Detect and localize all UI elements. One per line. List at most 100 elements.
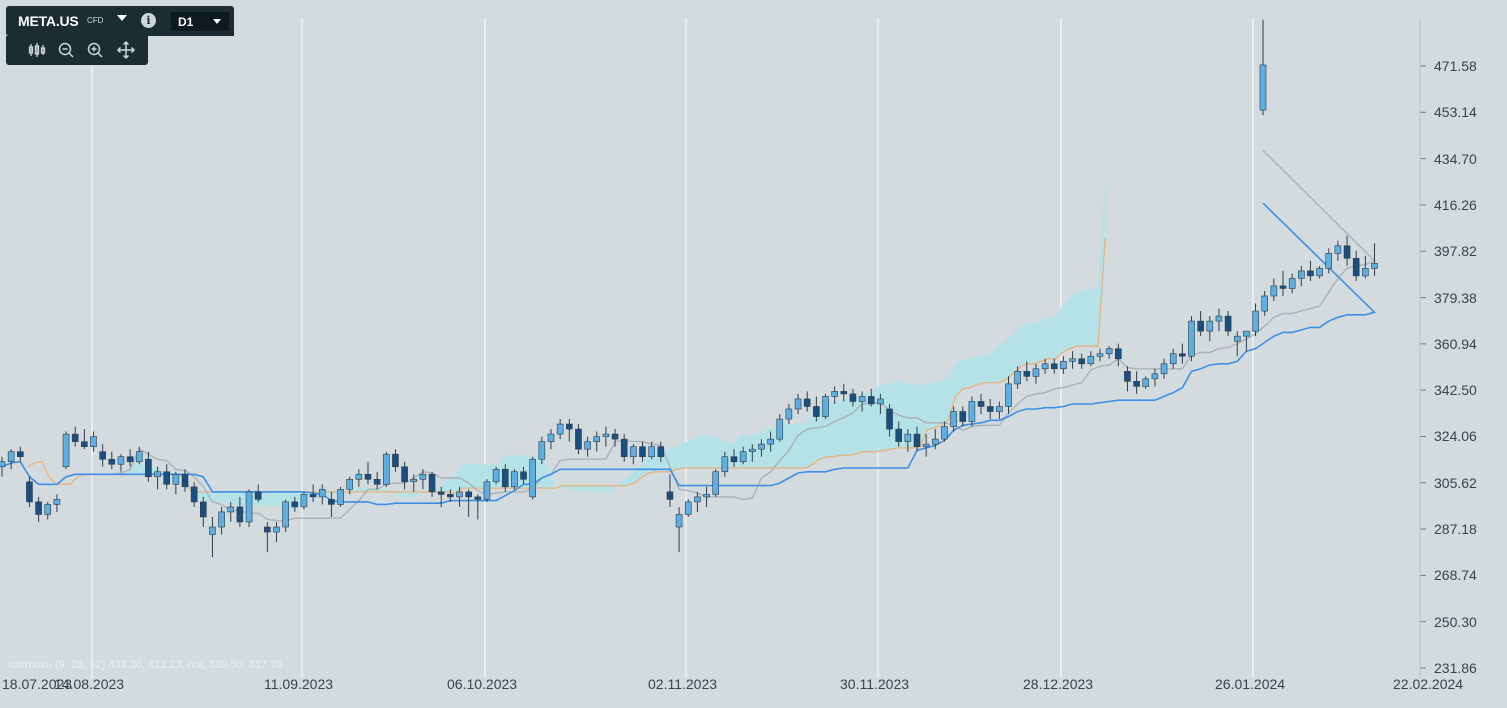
move-icon[interactable] <box>115 40 137 60</box>
candle <box>364 461 372 485</box>
candle-body <box>1115 348 1122 360</box>
candle-body <box>1133 381 1140 387</box>
x-tick-label: 11.09.2023 <box>264 676 334 692</box>
candle-body <box>254 491 262 500</box>
candle-body <box>584 441 591 450</box>
candle-body <box>547 433 555 442</box>
y-tick-label: 342.50 <box>1434 382 1477 399</box>
candle-body <box>803 398 811 407</box>
candle-body <box>730 456 738 463</box>
chart-tools-toolbar <box>6 36 148 65</box>
candle <box>922 434 930 457</box>
info-icon[interactable]: i <box>141 13 156 28</box>
candle <box>730 449 738 467</box>
candle <box>1096 348 1104 362</box>
candle <box>840 383 848 402</box>
candle <box>813 396 820 422</box>
candle-body <box>1316 268 1323 277</box>
candle-body <box>1334 245 1342 254</box>
y-tick-label: 324.06 <box>1434 428 1477 445</box>
candle <box>529 456 537 500</box>
candle <box>748 444 756 462</box>
candle <box>447 489 454 502</box>
candle-body <box>1371 263 1378 269</box>
y-tick-label: 453.14 <box>1434 104 1477 121</box>
candle-body <box>300 494 308 508</box>
x-tick-label: 30.11.2023 <box>840 676 910 692</box>
candle <box>172 471 180 495</box>
candle <box>1014 366 1021 389</box>
candle-body <box>593 436 601 442</box>
candle-body <box>1169 353 1177 365</box>
candle <box>200 496 207 528</box>
candle <box>1151 368 1159 387</box>
candle-body <box>273 526 280 533</box>
candle-body <box>1325 252 1333 269</box>
candle <box>264 521 271 553</box>
candle <box>90 431 97 452</box>
symbol-dropdown-icon[interactable] <box>117 15 127 21</box>
x-tick-label: 26.01.2024 <box>1215 676 1286 692</box>
candle-body <box>53 499 61 505</box>
candle <box>62 431 70 470</box>
candle-body <box>1087 355 1095 365</box>
candle-body <box>529 458 537 498</box>
candle-body <box>703 494 710 498</box>
candle-body <box>1261 295 1268 312</box>
candle <box>492 466 500 485</box>
candle-body <box>1343 245 1351 259</box>
candle <box>1005 376 1012 415</box>
y-tick-label: 287.18 <box>1434 521 1477 538</box>
timeframe-select[interactable]: D1 <box>171 12 229 31</box>
candle-body <box>675 514 683 528</box>
candle-body <box>776 418 784 440</box>
candle-body <box>1023 371 1031 377</box>
candle-body <box>382 453 390 485</box>
candle-body <box>1279 285 1287 289</box>
candle <box>904 429 912 452</box>
candle-body <box>694 496 701 503</box>
candle <box>1261 290 1268 317</box>
candle-body <box>437 491 445 495</box>
candle <box>1224 311 1232 337</box>
candle <box>666 474 674 507</box>
candle-body <box>227 506 235 513</box>
candle <box>163 464 170 490</box>
y-tick-label: 305.62 <box>1434 474 1477 491</box>
candle-body <box>648 446 655 458</box>
y-tick-label: 434.70 <box>1434 150 1477 167</box>
candle <box>382 451 390 487</box>
y-tick-label: 250.30 <box>1434 613 1477 630</box>
candlestick-icon[interactable] <box>26 40 48 60</box>
candle <box>886 403 893 437</box>
candle-body <box>135 451 143 463</box>
candle <box>867 388 875 407</box>
zoom-in-icon[interactable] <box>84 40 106 60</box>
candle <box>694 491 701 512</box>
candle <box>209 516 216 558</box>
candle-body <box>474 496 482 500</box>
candle <box>190 481 198 507</box>
candle-body <box>959 411 967 422</box>
candle <box>1279 270 1287 296</box>
candle-body <box>44 504 52 515</box>
candle-body <box>575 428 582 450</box>
candle-body <box>456 491 463 498</box>
candle <box>44 501 52 520</box>
symbol-label[interactable]: META.US <box>18 13 79 29</box>
candle <box>620 434 628 462</box>
candle-body <box>1032 368 1040 377</box>
zoom-out-icon[interactable] <box>55 40 77 60</box>
candle <box>465 489 472 517</box>
candle-body <box>282 501 289 528</box>
candle <box>437 486 445 507</box>
candle-body <box>200 501 207 518</box>
candle-body <box>813 406 820 417</box>
candle-body <box>16 451 24 458</box>
candle-body <box>630 446 637 458</box>
candle-body <box>1060 360 1067 370</box>
candle <box>1270 278 1278 302</box>
candle <box>1142 376 1150 389</box>
candle <box>71 426 79 447</box>
